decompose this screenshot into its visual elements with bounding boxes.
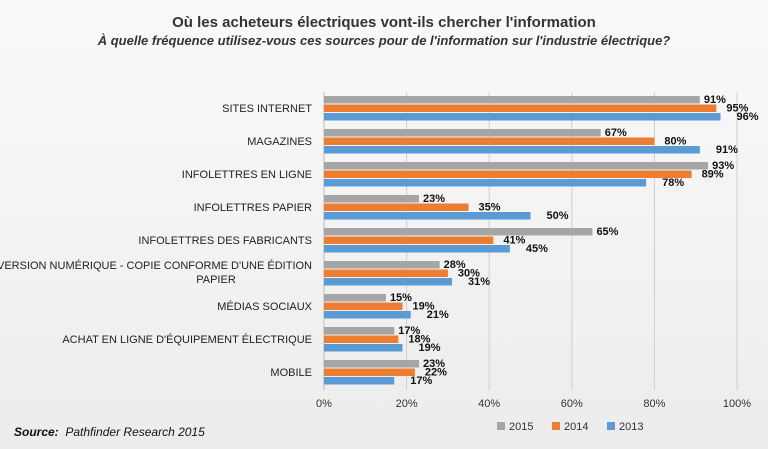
legend-label: 2015: [509, 421, 533, 433]
bar-2015: [324, 360, 419, 368]
bar-2013: [324, 377, 395, 385]
legend-swatch-2014: [552, 422, 560, 430]
category-label: INFOLETTRES PAPIER: [194, 202, 312, 214]
legend-label: 2014: [564, 421, 588, 433]
data-label: 95%: [726, 103, 748, 115]
data-label: 17%: [398, 325, 420, 337]
bar-2015: [324, 162, 709, 170]
source-text: Pathfinder Research 2015: [65, 425, 205, 439]
data-label: 23%: [423, 193, 445, 205]
x-tick-label: 80%: [643, 398, 665, 410]
category-label: MAGAZINES: [247, 136, 312, 148]
x-tick-label: 40%: [478, 398, 500, 410]
category-label: ACHAT EN LIGNE D'ÉQUIPEMENT ÉLECTRIQUE: [62, 333, 312, 346]
bar-2014: [324, 104, 717, 112]
bar-2014: [324, 368, 415, 376]
bar-2014: [324, 335, 399, 343]
bar-2015: [324, 294, 386, 302]
bar-2015: [324, 327, 395, 335]
bar-2015: [324, 228, 593, 236]
bar-2013: [324, 212, 531, 220]
bar-2014: [324, 203, 469, 211]
data-label: 91%: [704, 94, 726, 106]
category-label: MÉDIAS SOCIAUX: [217, 300, 312, 313]
bar-2013: [324, 113, 721, 121]
chart-subtitle: À quelle fréquence utilisez-vous ces sou…: [97, 33, 671, 48]
bar-2013: [324, 146, 700, 154]
data-label: 91%: [716, 144, 738, 156]
data-label: 31%: [468, 276, 490, 288]
chart-title: Où les acheteurs électriques vont-ils ch…: [172, 14, 596, 31]
category-label: VERSION NUMÉRIQUE - COPIE CONFORME D'UNE…: [0, 259, 312, 272]
x-tick-label: 60%: [561, 398, 583, 410]
data-label: 45%: [526, 243, 548, 255]
data-label: 17%: [410, 375, 432, 387]
data-label: 18%: [408, 334, 430, 346]
bar-2013: [324, 278, 453, 286]
bar-2015: [324, 261, 440, 269]
data-label: 80%: [664, 136, 686, 148]
legend-swatch-2015: [497, 422, 505, 430]
data-label: 22%: [425, 367, 447, 379]
data-label: 35%: [479, 202, 501, 214]
data-label: 19%: [418, 342, 440, 354]
data-label: 67%: [605, 127, 627, 139]
source-label: Source:: [14, 425, 59, 439]
category-label-cont: PAPIER: [196, 274, 236, 286]
category-label: SITES INTERNET: [222, 103, 312, 115]
data-label: 93%: [712, 160, 734, 172]
source-note: Source: Pathfinder Research 2015: [14, 425, 205, 439]
legend-label: 2013: [619, 421, 643, 433]
bar-2015: [324, 129, 601, 137]
bar-2013: [324, 245, 510, 253]
bar-2014: [324, 236, 494, 244]
data-label: 41%: [503, 235, 525, 247]
category-label: INFOLETTRES EN LIGNE: [182, 169, 312, 181]
data-label: 19%: [412, 301, 434, 313]
data-label: 15%: [390, 292, 412, 304]
bar-2013: [324, 179, 647, 187]
data-label: 21%: [427, 309, 449, 321]
bar-2014: [324, 269, 448, 277]
x-tick-label: 0%: [316, 398, 332, 410]
x-tick-label: 100%: [723, 398, 751, 410]
bar-2015: [324, 96, 700, 104]
data-label: 78%: [662, 177, 684, 189]
data-label: 30%: [458, 268, 480, 280]
data-label: 65%: [596, 226, 618, 238]
category-label: INFOLETTRES DES FABRICANTS: [138, 235, 312, 247]
data-label: 23%: [423, 358, 445, 370]
data-label: 50%: [547, 210, 569, 222]
bar-2013: [324, 311, 411, 319]
data-label: 96%: [736, 111, 758, 123]
bar-2014: [324, 137, 655, 145]
category-label: MOBILE: [270, 367, 312, 379]
legend-swatch-2013: [607, 422, 615, 430]
data-label: 89%: [702, 169, 724, 181]
bar-2014: [324, 302, 403, 310]
bar-2014: [324, 170, 692, 178]
bar-2015: [324, 195, 419, 203]
data-label: 28%: [444, 259, 466, 271]
bar-2013: [324, 344, 403, 352]
x-tick-label: 20%: [396, 398, 418, 410]
